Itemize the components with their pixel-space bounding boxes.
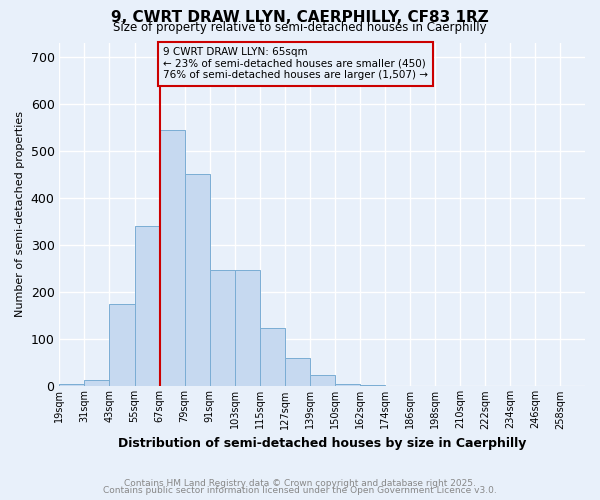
X-axis label: Distribution of semi-detached houses by size in Caerphilly: Distribution of semi-detached houses by … — [118, 437, 526, 450]
Bar — [209, 270, 235, 386]
Bar — [109, 304, 134, 386]
Text: Contains public sector information licensed under the Open Government Licence v3: Contains public sector information licen… — [103, 486, 497, 495]
Bar — [59, 384, 85, 386]
Bar — [160, 130, 185, 386]
Bar — [260, 328, 284, 386]
Bar — [185, 174, 209, 386]
Text: Contains HM Land Registry data © Crown copyright and database right 2025.: Contains HM Land Registry data © Crown c… — [124, 478, 476, 488]
Y-axis label: Number of semi-detached properties: Number of semi-detached properties — [15, 112, 25, 318]
Bar — [235, 270, 260, 386]
Bar — [335, 384, 360, 386]
Bar — [134, 226, 160, 386]
Text: Size of property relative to semi-detached houses in Caerphilly: Size of property relative to semi-detach… — [113, 21, 487, 34]
Bar — [85, 380, 109, 386]
Bar — [284, 358, 310, 386]
Text: 9, CWRT DRAW LLYN, CAERPHILLY, CF83 1RZ: 9, CWRT DRAW LLYN, CAERPHILLY, CF83 1RZ — [111, 10, 489, 25]
Text: 9 CWRT DRAW LLYN: 65sqm
← 23% of semi-detached houses are smaller (450)
76% of s: 9 CWRT DRAW LLYN: 65sqm ← 23% of semi-de… — [163, 47, 428, 80]
Bar — [310, 374, 335, 386]
